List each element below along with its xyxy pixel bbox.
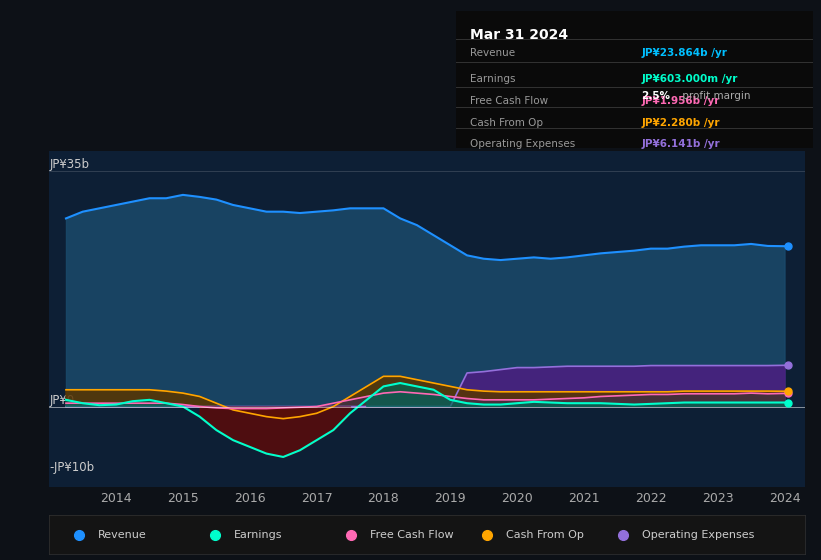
Text: JP¥0: JP¥0 [49,394,75,407]
Text: profit margin: profit margin [679,91,750,101]
Text: Free Cash Flow: Free Cash Flow [370,530,454,540]
Text: Cash From Op: Cash From Op [470,118,543,128]
Text: JP¥603.000m /yr: JP¥603.000m /yr [641,74,738,85]
Text: Earnings: Earnings [470,74,516,85]
Text: Operating Expenses: Operating Expenses [642,530,754,540]
Text: Revenue: Revenue [99,530,147,540]
Text: 2.5%: 2.5% [641,91,671,101]
Text: JP¥23.864b /yr: JP¥23.864b /yr [641,48,727,58]
Text: -JP¥10b: -JP¥10b [49,461,94,474]
Text: Mar 31 2024: Mar 31 2024 [470,27,568,41]
Text: JP¥2.280b /yr: JP¥2.280b /yr [641,118,720,128]
Text: Earnings: Earnings [234,530,282,540]
Text: JP¥6.141b /yr: JP¥6.141b /yr [641,139,720,149]
Text: Operating Expenses: Operating Expenses [470,139,576,149]
Text: JP¥35b: JP¥35b [49,158,89,171]
Text: Revenue: Revenue [470,48,515,58]
Text: JP¥1.956b /yr: JP¥1.956b /yr [641,96,720,106]
Text: Free Cash Flow: Free Cash Flow [470,96,548,106]
Text: Cash From Op: Cash From Op [507,530,584,540]
